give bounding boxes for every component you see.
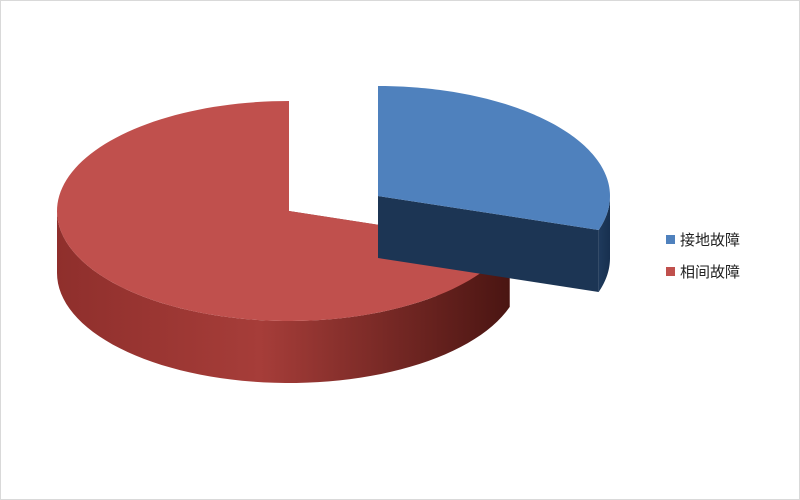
legend: 接地故障 相间故障 <box>666 223 740 287</box>
slice-top-ground-fault <box>378 86 610 230</box>
legend-item: 相间故障 <box>666 255 740 287</box>
legend-swatch <box>666 266 675 276</box>
slice-side-phase-fault <box>57 211 510 383</box>
slice-side-ground-fault <box>598 196 610 292</box>
legend-label: 接地故障 <box>680 230 741 249</box>
slice-cut-face <box>378 196 599 292</box>
legend-swatch <box>666 234 675 244</box>
legend-label: 相间故障 <box>680 262 741 281</box>
legend-item: 接地故障 <box>666 223 740 255</box>
slice-top-phase-fault <box>57 101 510 321</box>
